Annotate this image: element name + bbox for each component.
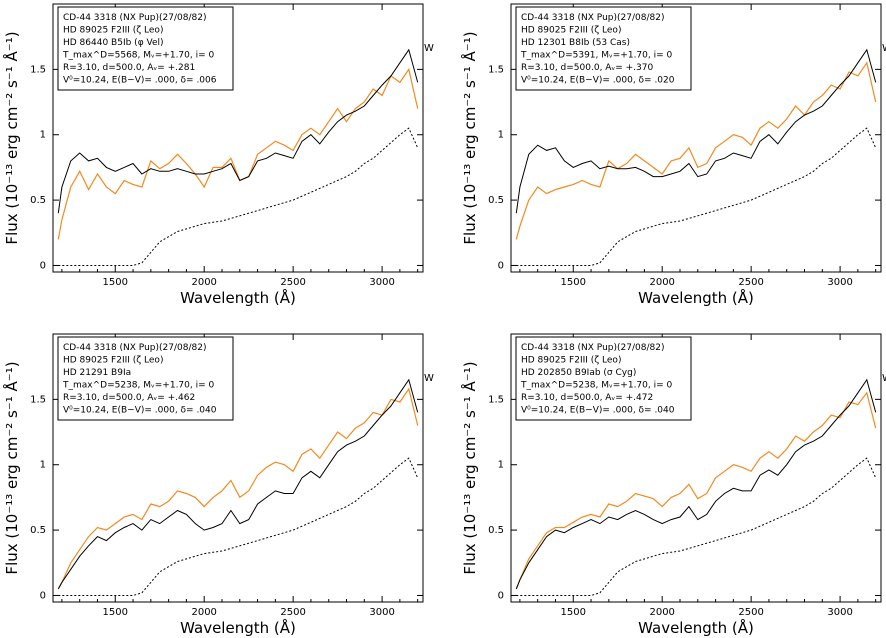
- legend-line: T_max^D=5568, Mᵥ=+1.70, i= 0: [62, 51, 215, 61]
- x-tick-label: 2000: [649, 277, 674, 288]
- legend-box: [57, 336, 234, 421]
- x-tick-label: 1500: [103, 277, 128, 288]
- series-line-model: [57, 387, 419, 590]
- x-axis-title: Wavelength (Å): [180, 618, 296, 637]
- y-tick-label: 1: [40, 130, 46, 141]
- x-axis-title: Wavelength (Å): [638, 288, 754, 307]
- series-line-observed: [515, 378, 877, 590]
- y-tick-label: 1: [498, 460, 504, 471]
- y-tick-label: 1: [40, 460, 46, 471]
- series-line-component: [516, 127, 877, 266]
- legend-line: HD 202850 B9Iab (σ Cyg): [521, 368, 636, 378]
- x-tick-label: 2000: [191, 607, 216, 618]
- legend-line: HD 12301 B8Ib (53 Cas): [521, 38, 630, 48]
- y-axis-title: Flux (10⁻¹³ erg cm⁻² s⁻¹ Å⁻¹): [460, 31, 479, 244]
- y-tick-label: 1.5: [488, 64, 504, 75]
- chart-panel-1: 1500 2000 2500 3000 0 0.5 1 1.5 Wavelength (Å) Fl…: [2, 3, 434, 307]
- x-tick-label: 2500: [280, 607, 305, 618]
- legend-line: CD-44 3318 (NX Pup)(27/08/82): [63, 13, 206, 23]
- y-axis-title: Flux (10⁻¹³ erg cm⁻² s⁻¹ Å⁻¹): [2, 361, 21, 574]
- y-tick-label: 0: [498, 260, 504, 271]
- legend-line: T_max^D=5391, Mᵥ=+1.70, i= 0: [520, 51, 673, 61]
- legend-line: V⁰=10.24, E(B−V)= .000, δ= .020: [521, 76, 675, 86]
- legend-box: [515, 336, 692, 421]
- y-tick-label: 1.5: [30, 64, 46, 75]
- legend-line: R=3.10, d=500.0, Aᵥ= +.472: [521, 393, 653, 403]
- x-tick-label: 3000: [827, 607, 852, 618]
- series-line-observed: [515, 48, 877, 214]
- legend-line: CD-44 3318 (NX Pup)(27/08/82): [521, 343, 664, 353]
- series-line-observed: [57, 378, 419, 590]
- y-tick-label: 1.5: [488, 394, 504, 405]
- legend-line: R=3.10, d=500.0, Aᵥ= +.281: [63, 63, 195, 73]
- legend-line: HD 89025 F2III (ζ Leo): [521, 356, 621, 366]
- legend-line: T_max^D=5238, Mᵥ=+1.70, i= 0: [62, 381, 215, 391]
- y-axis-title: Flux (10⁻¹³ erg cm⁻² s⁻¹ Å⁻¹): [460, 361, 479, 574]
- legend-line: HD 89025 F2III (ζ Leo): [521, 26, 621, 36]
- legend-line: V⁰=10.24, E(B−V)= .000, δ= .040: [63, 406, 217, 416]
- legend-line: R=3.10, d=500.0, Aᵥ= +.370: [521, 63, 653, 73]
- y-tick-label: 0: [40, 590, 46, 601]
- x-tick-label: 3000: [827, 277, 852, 288]
- y-tick-label: 0.5: [488, 525, 504, 536]
- chart-panel-2: 1500 2000 2500 3000 0 0.5 1 1.5 Wavelength (Å) Fl…: [460, 3, 886, 307]
- legend-line: V⁰=10.24, E(B−V)= .000, δ= .040: [521, 406, 675, 416]
- x-tick-label: 2500: [738, 607, 763, 618]
- series-line-component: [516, 457, 877, 596]
- y-tick-label: 0: [498, 590, 504, 601]
- legend-line: HD 89025 F2III (ζ Leo): [63, 26, 163, 36]
- y-tick-label: 1: [498, 130, 504, 141]
- x-tick-label: 1500: [561, 277, 586, 288]
- series-line-component: [58, 457, 419, 596]
- legend-line: V⁰=10.24, E(B−V)= .000, δ= .006: [63, 76, 217, 86]
- legend-line: HD 86440 B5Ib (φ Vel): [63, 38, 164, 48]
- y-tick-label: 0.5: [30, 195, 46, 206]
- legend-line: CD-44 3318 (NX Pup)(27/08/82): [521, 13, 664, 23]
- y-tick-label: 0.5: [488, 195, 504, 206]
- legend-line: CD-44 3318 (NX Pup)(27/08/82): [63, 343, 206, 353]
- series-line-model: [515, 391, 877, 590]
- y-tick-label: 1.5: [30, 394, 46, 405]
- legend-line: T_max^D=5238, Mᵥ=+1.70, i= 0: [520, 381, 673, 391]
- series-line-component: [58, 127, 419, 266]
- x-tick-label: 3000: [369, 607, 394, 618]
- x-tick-label: 1500: [103, 607, 128, 618]
- y-axis-title: Flux (10⁻¹³ erg cm⁻² s⁻¹ Å⁻¹): [2, 31, 21, 244]
- corner-label: W: [424, 43, 434, 54]
- y-tick-label: 0.5: [30, 525, 46, 536]
- chart-panel-3: 1500 2000 2500 3000 0 0.5 1 1.5 Wavelength (Å) Fl…: [2, 333, 434, 637]
- y-tick-label: 0: [40, 260, 46, 271]
- series-line-observed: [57, 48, 419, 214]
- legend-box: [515, 6, 692, 91]
- x-axis-title: Wavelength (Å): [180, 288, 296, 307]
- legend-line: HD 21291 B9Ia: [63, 368, 131, 378]
- series-line-model: [57, 67, 419, 240]
- corner-label: W: [882, 43, 886, 54]
- x-tick-label: 2500: [280, 277, 305, 288]
- corner-label: W: [882, 373, 886, 384]
- x-tick-label: 2500: [738, 277, 763, 288]
- x-tick-label: 2000: [191, 277, 216, 288]
- x-tick-label: 1500: [561, 607, 586, 618]
- corner-label: W: [424, 373, 434, 384]
- legend-line: HD 89025 F2III (ζ Leo): [63, 356, 163, 366]
- x-tick-label: 3000: [369, 277, 394, 288]
- x-axis-title: Wavelength (Å): [638, 618, 754, 637]
- chart-panel-4: 1500 2000 2500 3000 0 0.5 1 1.5 Wavelength (Å) Fl…: [460, 333, 886, 637]
- series-line-model: [515, 61, 877, 240]
- x-tick-label: 2000: [649, 607, 674, 618]
- legend-line: R=3.10, d=500.0, Aᵥ= +.462: [63, 393, 195, 403]
- legend-box: [57, 6, 234, 91]
